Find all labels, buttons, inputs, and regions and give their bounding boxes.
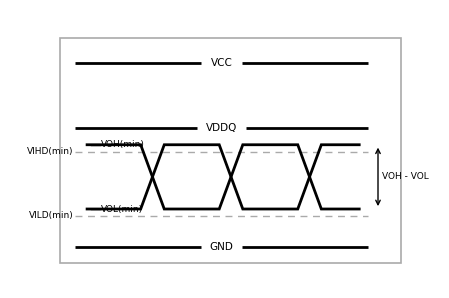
Text: GND: GND: [210, 242, 233, 252]
Text: VOL(min): VOL(min): [101, 204, 143, 213]
Text: VCC: VCC: [211, 58, 232, 68]
Text: VDDQ: VDDQ: [206, 122, 237, 133]
Text: VIHD(min): VIHD(min): [27, 147, 74, 156]
Text: VOH - VOL: VOH - VOL: [382, 172, 429, 181]
Text: VOH(min): VOH(min): [101, 140, 145, 149]
Text: VILD(min): VILD(min): [29, 211, 74, 221]
